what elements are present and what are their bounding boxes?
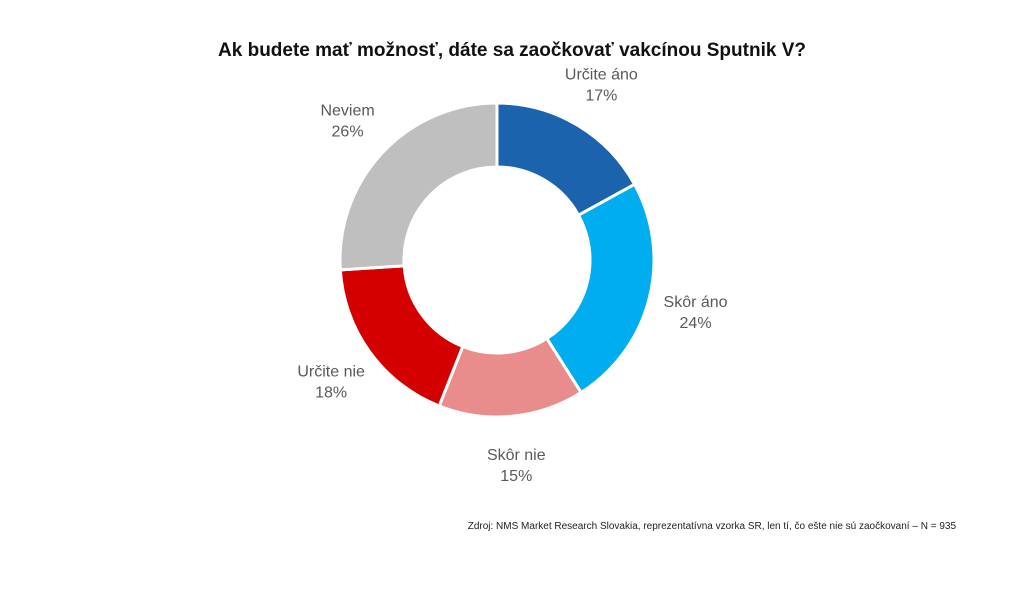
slice-label-1: Skôr áno	[664, 294, 728, 311]
slice-label-4: Neviem	[320, 103, 374, 120]
donut-slice-4	[338, 101, 499, 272]
chart-title: Ak budete mať možnosť, dáte sa zaočkovať…	[218, 40, 806, 61]
donut-slice-1	[544, 182, 656, 395]
slice-value-1: 24%	[680, 315, 712, 332]
donut-slice-3	[338, 264, 465, 408]
slice-value-3: 18%	[315, 384, 347, 401]
slice-label-0: Určite áno	[565, 67, 638, 84]
source-note: Zdroj: NMS Market Research Slovakia, rep…	[467, 521, 956, 532]
slice-label-2: Skôr nie	[487, 447, 546, 464]
slice-value-2: 15%	[500, 468, 532, 485]
slice-label-3: Určite nie	[297, 363, 365, 380]
slice-value-4: 26%	[332, 124, 364, 141]
slice-value-0: 17%	[585, 88, 617, 105]
